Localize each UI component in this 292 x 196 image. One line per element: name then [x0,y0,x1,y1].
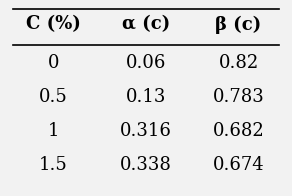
Text: 0.682: 0.682 [213,122,265,140]
Text: C (%): C (%) [26,15,81,34]
Text: α (c): α (c) [122,15,170,34]
Text: 0.338: 0.338 [120,156,172,174]
Text: 0.674: 0.674 [213,156,264,174]
Text: 1: 1 [48,122,59,140]
Text: β (c): β (c) [215,15,262,34]
Text: 0.06: 0.06 [126,54,166,72]
Text: 0: 0 [48,54,59,72]
Text: 0.82: 0.82 [218,54,259,72]
Text: 0.316: 0.316 [120,122,172,140]
Text: 0.783: 0.783 [213,88,265,106]
Text: 1.5: 1.5 [39,156,68,174]
Text: 0.13: 0.13 [126,88,166,106]
Text: 0.5: 0.5 [39,88,68,106]
